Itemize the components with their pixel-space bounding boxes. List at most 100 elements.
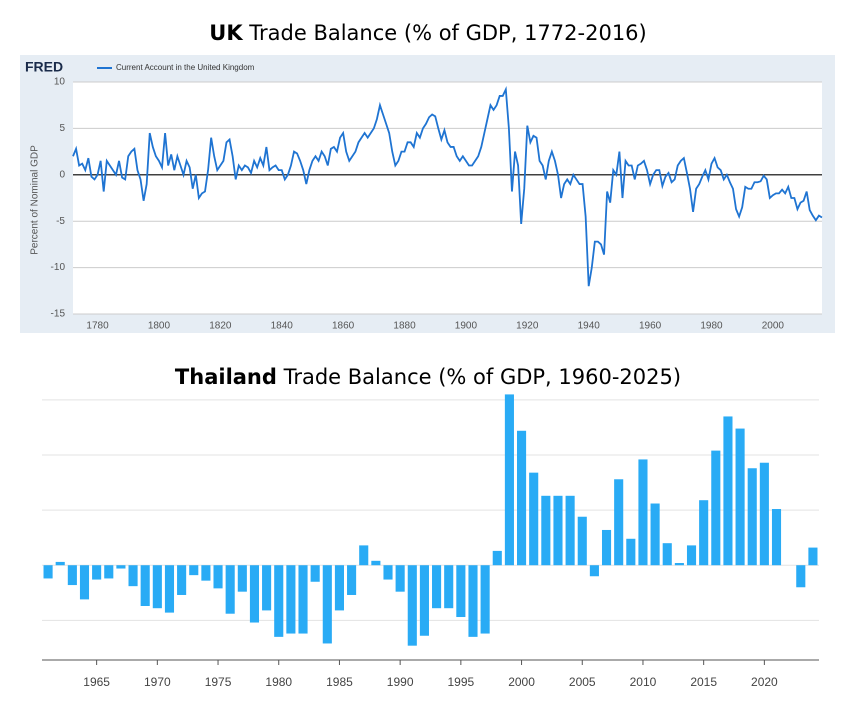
bar	[347, 565, 357, 595]
x-tick-label: 1780	[86, 321, 109, 332]
bar	[395, 565, 405, 592]
bar	[601, 529, 612, 566]
x-tick-label: 1995	[448, 675, 475, 689]
bar	[517, 430, 527, 566]
x-tick-label: 1880	[393, 321, 416, 332]
bar	[322, 565, 332, 644]
bar	[249, 565, 260, 623]
bar	[189, 565, 199, 576]
bar	[310, 565, 320, 582]
x-tick-label: 1840	[271, 321, 294, 332]
bar	[140, 565, 150, 606]
x-tick-label: 1990	[387, 675, 414, 689]
bar	[334, 565, 344, 611]
bar	[262, 565, 272, 611]
bar	[529, 472, 539, 566]
bar	[662, 543, 672, 566]
x-tick-label: 2005	[569, 675, 596, 689]
y-axis-label: Percent of Nominal GDP	[30, 145, 41, 255]
bar	[79, 565, 90, 600]
x-tick-label: 2000	[762, 321, 785, 332]
bar	[614, 479, 624, 566]
bar	[699, 500, 709, 566]
bar	[67, 565, 77, 586]
bar	[383, 565, 393, 580]
bar	[638, 459, 648, 566]
bar	[432, 565, 442, 609]
bar	[747, 468, 757, 566]
bar	[286, 565, 296, 634]
bar	[444, 565, 454, 609]
x-tick-label: 1800	[148, 321, 171, 332]
bar	[480, 565, 490, 634]
x-tick-label: 1975	[205, 675, 232, 689]
bar	[164, 565, 175, 613]
title-rest: Trade Balance (% of GDP, 1772-2016)	[248, 21, 646, 45]
plot-area	[73, 82, 822, 314]
bar	[371, 560, 381, 566]
bar	[407, 565, 417, 646]
x-tick-label: 1820	[209, 321, 232, 332]
title-rest: Trade Balance (% of GDP, 1960-2025)	[283, 365, 681, 389]
x-tick-label: 1985	[326, 675, 353, 689]
bar	[237, 565, 247, 592]
y-tick-label: -10	[51, 262, 66, 273]
bar	[504, 394, 514, 566]
bar	[808, 547, 818, 566]
bar	[577, 516, 587, 566]
bar	[128, 565, 138, 587]
bar	[626, 538, 636, 566]
bar	[492, 550, 502, 566]
bar	[674, 563, 684, 566]
bar	[541, 495, 551, 566]
x-tick-label: 1970	[144, 675, 171, 689]
y-tick-label: -5	[56, 216, 65, 227]
bar	[456, 565, 466, 618]
bar	[274, 565, 284, 637]
bar	[711, 450, 721, 566]
x-tick-label: 1980	[265, 675, 292, 689]
x-tick-label: 2010	[630, 675, 657, 689]
bar	[468, 565, 478, 637]
chart-title: Thailand Trade Balance (% of GDP, 1960-2…	[175, 365, 681, 389]
bar	[553, 495, 563, 566]
x-tick-label: 2015	[690, 675, 717, 689]
y-tick-label: 10	[54, 77, 66, 88]
bar	[213, 565, 223, 589]
bar	[771, 509, 782, 566]
y-tick-label: 5	[59, 123, 65, 134]
bar	[298, 565, 308, 634]
bar	[686, 545, 697, 566]
bar	[796, 565, 806, 588]
x-tick-label: 1940	[578, 321, 601, 332]
x-tick-label: 1960	[639, 321, 662, 332]
bar	[735, 428, 745, 566]
series-line	[72, 85, 823, 287]
bar	[759, 462, 769, 566]
legend-label: Current Account in the United Kingdom	[116, 63, 255, 72]
bar	[589, 565, 599, 577]
x-tick-label: 2000	[508, 675, 535, 689]
bar	[723, 416, 733, 566]
bar	[565, 495, 575, 566]
bar	[177, 565, 187, 595]
title-bold: Thailand	[175, 365, 277, 389]
logo: FRED	[25, 59, 63, 75]
x-tick-label: 1980	[700, 321, 723, 332]
x-tick-label: 1900	[455, 321, 478, 332]
bar	[650, 503, 660, 566]
bar	[201, 565, 211, 581]
bar	[225, 565, 235, 614]
bar	[116, 565, 126, 569]
bar	[419, 565, 429, 636]
bar	[104, 565, 114, 579]
title-bold: UK	[209, 21, 243, 45]
bar	[92, 565, 102, 580]
x-tick-label: 1920	[516, 321, 539, 332]
chart-title: UK Trade Balance (% of GDP, 1772-2016)	[209, 21, 646, 45]
bar	[55, 561, 65, 566]
y-tick-label: 0	[59, 169, 65, 180]
x-tick-label: 1965	[83, 675, 110, 689]
bar	[43, 565, 53, 579]
